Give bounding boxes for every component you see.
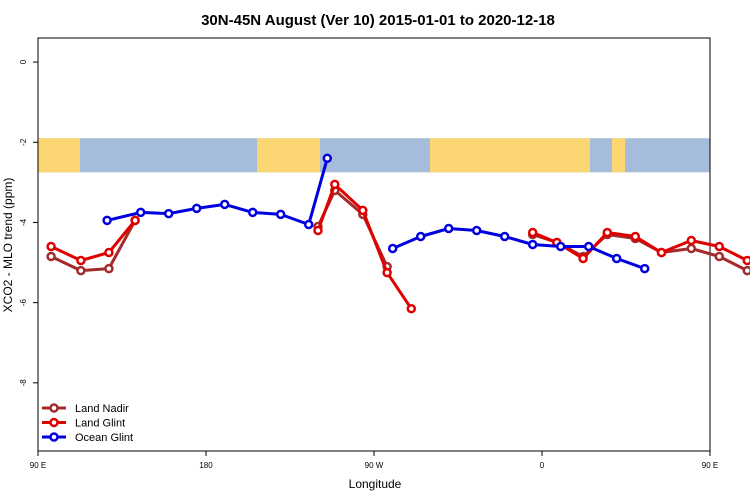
legend-item-land-glint: Land Glint <box>42 418 125 430</box>
ocean-glint-point <box>499 231 510 242</box>
x-tick-label: 90 E <box>702 461 718 470</box>
plot-frame <box>37 37 711 452</box>
legend-swatch-point <box>49 403 59 413</box>
land-glint-point <box>630 231 641 242</box>
legend-label: Ocean Glint <box>75 432 133 444</box>
ocean-glint-point <box>322 153 333 164</box>
land-glint-point <box>406 303 417 314</box>
land-nadir-point <box>76 265 86 276</box>
y-tick-label: -4 <box>19 218 28 226</box>
legend-item-land-nadir: Land Nadir <box>42 403 129 415</box>
y-tick-label: -8 <box>19 379 28 387</box>
ocean-glint-point <box>387 243 398 254</box>
x-axis: 90 E 180 90 W 0 90 E <box>30 451 718 470</box>
ocean-glint-point <box>527 239 538 250</box>
land-glint-point <box>656 247 667 258</box>
chart-title: 30N-45N August (Ver 10) 2015-01-01 to 20… <box>201 12 555 29</box>
y-axis: 0 -2 -4 -6 -8 <box>19 59 38 386</box>
ocean-glint-point <box>247 207 258 218</box>
y-axis-label: XCO2 - MLO trend (ppm) <box>1 178 15 313</box>
legend: Land Nadir Land Glint Ocean Glint <box>42 403 133 444</box>
ocean-glint-point <box>443 223 454 234</box>
ocean-glint-point <box>191 203 202 214</box>
land-glint-point <box>358 205 368 216</box>
x-tick-label: 180 <box>199 461 213 470</box>
legend-label: Land Glint <box>75 418 125 430</box>
y-tick-label: 0 <box>19 59 28 64</box>
ocean-glint-point <box>415 231 426 242</box>
ocean-glint-point <box>135 207 146 218</box>
legend-swatch-point <box>49 417 59 428</box>
ocean-glint-point <box>639 263 650 274</box>
land-glint-point <box>382 267 392 278</box>
ocean-glint-point <box>583 241 594 252</box>
land-nadir-line <box>50 219 137 273</box>
land-glint-point <box>742 255 750 266</box>
series-land-glint <box>46 179 750 314</box>
land-japan <box>612 138 625 173</box>
y-tick-label: -2 <box>19 138 28 146</box>
land-nadir-point <box>46 251 56 262</box>
land-glint-point <box>130 215 140 226</box>
ocean-glint-line <box>392 227 646 271</box>
land-north-america <box>257 138 320 173</box>
ocean-glint-point <box>303 219 314 230</box>
land-glint-point <box>602 227 613 238</box>
legend-swatch-point <box>49 432 59 442</box>
legend-item-ocean-glint: Ocean Glint <box>42 432 133 444</box>
land-nadir-point <box>686 243 697 254</box>
ocean-glint-point <box>219 199 230 210</box>
land-glint-point <box>578 253 588 264</box>
land-glint-line <box>50 219 137 262</box>
y-tick-label: -6 <box>19 299 28 307</box>
land-glint-point <box>714 241 725 252</box>
land-glint-point <box>76 255 86 266</box>
ocean-glint-point <box>555 241 566 252</box>
legend-label: Land Nadir <box>75 403 129 415</box>
world-map-band <box>38 138 710 173</box>
series-ocean-glint <box>102 153 650 274</box>
x-tick-label: 90 W <box>365 461 384 470</box>
land-glint-point <box>686 235 697 246</box>
series-land-nadir <box>46 185 750 276</box>
land-nadir-point <box>104 263 114 274</box>
ocean-glint-point <box>102 215 112 226</box>
land-glint-point <box>104 247 114 258</box>
ocean-glint-point <box>275 209 286 220</box>
land-glint-point <box>330 179 340 190</box>
land-nadir-point <box>714 251 725 262</box>
land-glint-point <box>527 227 538 238</box>
x-axis-label: Longitude <box>349 477 402 491</box>
x-tick-label: 90 E <box>30 461 46 470</box>
land-glint-point <box>313 225 323 236</box>
land-europe-asia <box>430 138 590 173</box>
land-glint-point <box>46 241 56 252</box>
land-nadir-point <box>742 265 750 276</box>
ocean-area <box>38 138 710 173</box>
ocean-glint-point <box>611 253 622 264</box>
ocean-glint-point <box>471 225 482 236</box>
land-asia-west <box>38 138 80 173</box>
series-layer <box>46 153 750 314</box>
x-tick-label: 0 <box>540 461 545 470</box>
ocean-glint-point <box>163 208 174 219</box>
